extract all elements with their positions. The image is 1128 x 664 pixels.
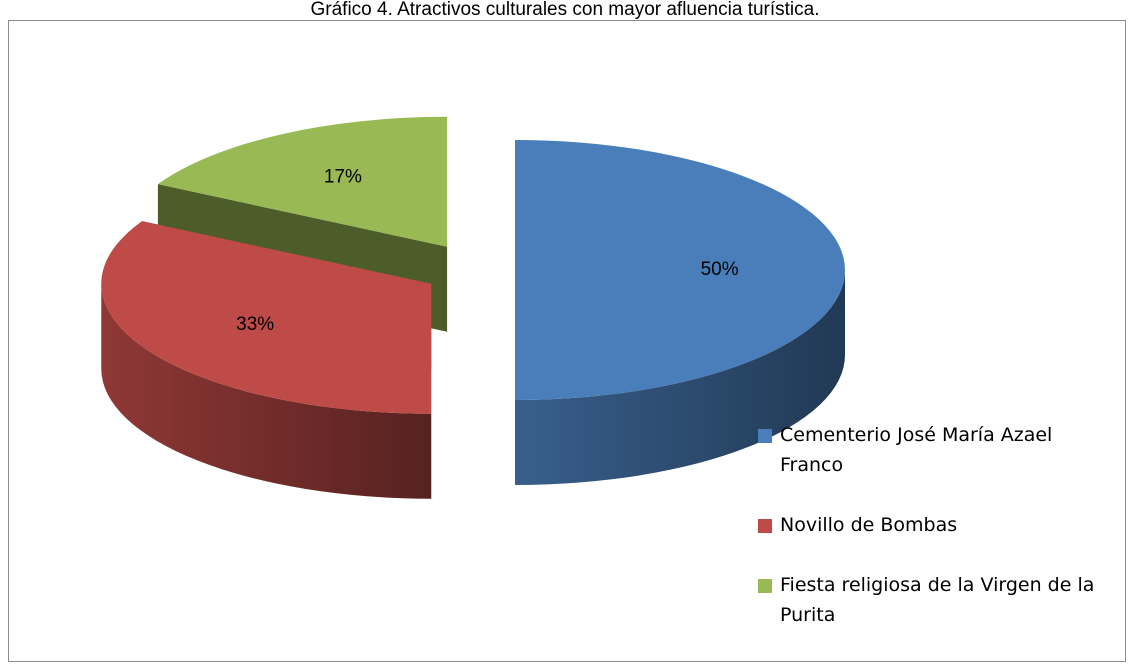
chart-title: Gráfico 4. Atractivos culturales con may… [311,0,820,20]
pie-slice [515,140,845,400]
data-label: 33% [236,314,274,335]
legend-swatch [758,579,772,593]
data-label: 17% [324,166,362,187]
tops [101,116,845,414]
pie-slice [101,221,432,414]
legend-swatch [758,519,772,533]
chart-frame [8,20,1126,662]
legend-label: Cementerio José María Azael Franco [780,424,1053,476]
legend-item: Cementerio José María Azael Franco [758,420,1118,480]
legend: Cementerio José María Azael Franco Novill… [758,420,1118,660]
legend-swatch [758,429,772,443]
data-label: 50% [701,259,739,280]
legend-label: Novillo de Bombas [780,514,958,536]
legend-label: Fiesta religiosa de la Virgen de la Puri… [780,574,1095,626]
pie-slice [157,116,448,247]
legend-item: Fiesta religiosa de la Virgen de la Puri… [758,570,1118,630]
outer-wall [101,283,432,499]
legend-item: Novillo de Bombas [758,510,1118,540]
